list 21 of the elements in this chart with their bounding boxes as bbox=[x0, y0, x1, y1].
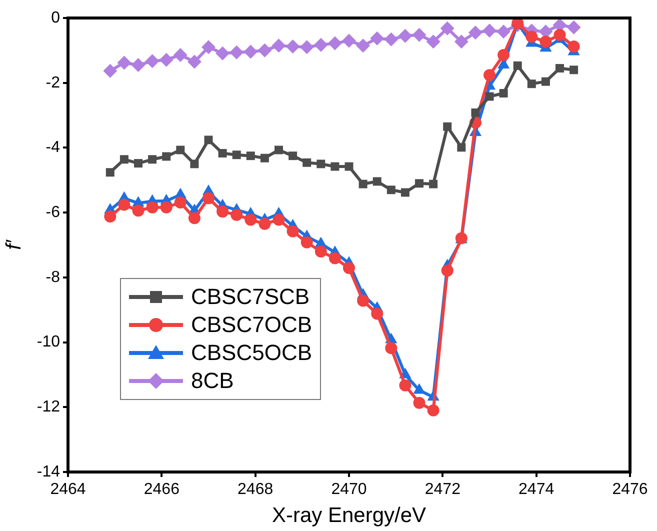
legend-label: CBSC7OCB bbox=[191, 312, 312, 338]
legend-label: 8CB bbox=[191, 368, 234, 394]
y-tick-label: 0 bbox=[51, 9, 60, 26]
x-tick-label: 2468 bbox=[238, 481, 274, 498]
x-tick-label: 2474 bbox=[518, 481, 554, 498]
x-tick-label: 2470 bbox=[331, 481, 367, 498]
x-tick-label: 2476 bbox=[612, 481, 648, 498]
legend-label: CBSC5OCB bbox=[191, 340, 312, 366]
y-axis-title: f′ bbox=[2, 239, 26, 250]
y-tick-label: -14 bbox=[36, 463, 60, 480]
x-tick-label: 2472 bbox=[424, 481, 461, 498]
legend-label: CBSC7SCB bbox=[191, 284, 310, 310]
y-tick-label: -6 bbox=[46, 204, 60, 221]
y-tick-label: -10 bbox=[36, 334, 60, 351]
y-tick-label: -12 bbox=[36, 398, 60, 416]
y-tick-label: -4 bbox=[46, 139, 60, 156]
y-tick-label: -2 bbox=[46, 74, 60, 92]
x-axis-title: X-ray Energy/eV bbox=[272, 504, 426, 528]
y-tick-label: -8 bbox=[46, 268, 60, 286]
x-tick-label: 2466 bbox=[144, 481, 180, 498]
x-tick-label: 2464 bbox=[50, 481, 86, 498]
